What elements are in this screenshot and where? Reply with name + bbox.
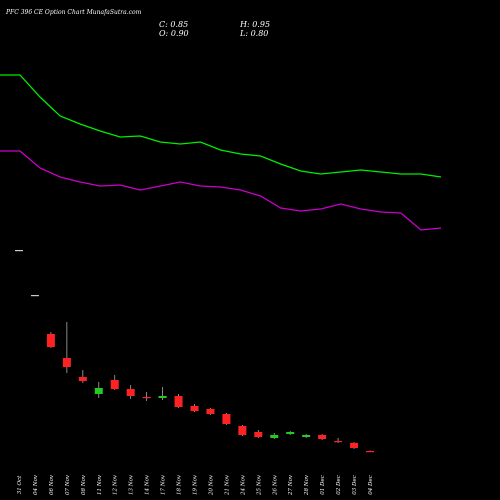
- candle-body: [286, 432, 295, 434]
- x-tick-label: 08 Nov: [81, 474, 87, 495]
- candle-body: [238, 426, 247, 435]
- candle-body: [270, 435, 279, 438]
- candle: [174, 394, 183, 408]
- x-tick-label: 03 Dec: [352, 475, 358, 495]
- x-tick-label: 19 Nov: [193, 474, 199, 495]
- candle-body: [142, 397, 151, 399]
- open-value: 0.90: [170, 29, 189, 38]
- low-value: 0.80: [250, 29, 269, 38]
- high-value: 0.95: [252, 20, 271, 29]
- ma-fast-line: [0, 74, 442, 178]
- candle-body: [110, 380, 119, 389]
- x-tick-label: 07 Nov: [65, 474, 71, 495]
- candle: [158, 387, 167, 400]
- candle: [286, 431, 295, 435]
- candle-body: [62, 358, 71, 367]
- candle-body: [254, 432, 263, 437]
- candle-body: [126, 389, 135, 396]
- candle: [270, 433, 279, 439]
- candle: [94, 382, 103, 398]
- close-label: C:: [159, 20, 168, 29]
- candle-body: [366, 451, 374, 453]
- candle-body: [350, 443, 359, 448]
- candle-body: [94, 388, 103, 394]
- candle: [30, 295, 39, 297]
- x-tick-label: 26 Nov: [272, 474, 278, 496]
- low-readout: L: 0.80: [240, 29, 268, 38]
- candle-body: [158, 396, 167, 398]
- chart-title: PFC 396 CE Option Chart MunafaSutra.com: [6, 9, 142, 16]
- x-tick-label: 04 Nov: [33, 474, 39, 495]
- candle-body: [222, 414, 231, 424]
- candle: [46, 332, 55, 348]
- x-tick-label: 25 Nov: [256, 474, 262, 496]
- candle-body: [15, 250, 23, 252]
- candle-body: [302, 435, 311, 437]
- x-tick-label: 20 Nov: [209, 474, 215, 496]
- ma-slow-line: [0, 150, 442, 231]
- x-tick-label: 18 Nov: [177, 474, 183, 495]
- x-tick-label: 14 Nov: [145, 474, 151, 495]
- x-tick-label: 24 Nov: [240, 474, 246, 496]
- x-tick-label: 06 Nov: [49, 474, 55, 495]
- close-value: 0.85: [170, 20, 189, 29]
- candle: [110, 375, 119, 390]
- candle: [190, 404, 199, 412]
- low-label: L:: [240, 29, 249, 38]
- x-tick-label: 02 Dec: [336, 475, 342, 495]
- candle: [238, 425, 247, 436]
- candle-body: [78, 377, 87, 381]
- candle: [15, 250, 23, 252]
- candle: [334, 438, 343, 443]
- candle: [206, 408, 215, 415]
- high-readout: H: 0.95: [240, 20, 270, 29]
- candle-body: [46, 334, 55, 347]
- candle: [302, 434, 311, 438]
- x-tick-label: 04 Dec: [368, 475, 374, 495]
- close-readout: C: 0.85: [159, 20, 188, 29]
- candle-body: [206, 409, 215, 414]
- candle-body: [174, 396, 183, 407]
- candle: [62, 322, 71, 373]
- candle: [126, 385, 135, 399]
- open-label: O:: [159, 29, 169, 38]
- candle-body: [30, 295, 39, 297]
- candle-body: [318, 435, 327, 439]
- candle-body: [334, 441, 343, 443]
- candle: [222, 413, 231, 425]
- candle: [318, 434, 327, 440]
- open-readout: O: 0.90: [159, 29, 189, 38]
- candle: [350, 442, 359, 449]
- x-tick-label: 27 Nov: [288, 474, 294, 496]
- candle-layer: [15, 250, 374, 453]
- candle: [366, 450, 374, 453]
- candle: [254, 430, 263, 438]
- x-tick-label: 31 Oct: [17, 475, 23, 494]
- candle: [78, 370, 87, 383]
- x-tick-label: 17 Nov: [161, 474, 167, 495]
- x-tick-label: 13 Nov: [129, 474, 135, 495]
- moving-average-layer: [0, 74, 442, 231]
- x-tick-label: 01 Dec: [320, 475, 326, 495]
- x-tick-label: 12 Nov: [113, 474, 119, 495]
- candle: [142, 392, 151, 401]
- high-label: H:: [240, 20, 250, 29]
- x-tick-label: 28 Nov: [304, 474, 310, 496]
- candle-body: [190, 406, 199, 411]
- x-axis-labels: 31 Oct 04 Nov 06 Nov 07 Nov 08 Nov 11 Nov 12 N…: [17, 474, 374, 496]
- x-tick-label: 11 Nov: [97, 474, 103, 495]
- x-tick-label: 21 Nov: [224, 474, 230, 496]
